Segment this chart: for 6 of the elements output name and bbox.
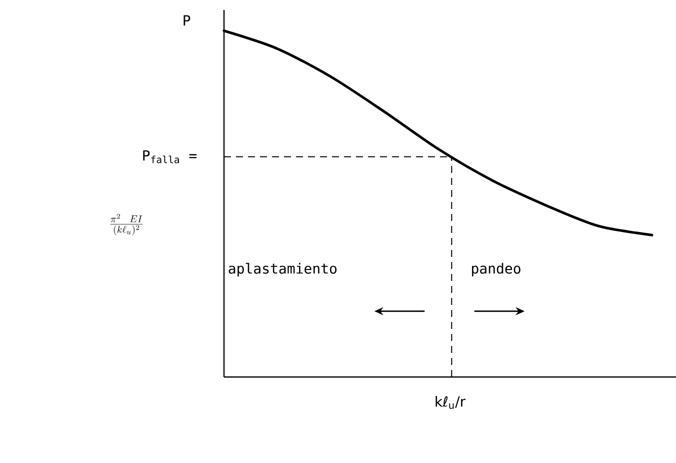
text: $\frac{\pi^{2}\ EI}{(k\ell_{u})^{2}}$: [110, 214, 143, 236]
x-axis-title: kℓ$_{u}$/r: [436, 396, 466, 409]
text: P: [184, 15, 190, 26]
annotation: aplastamiento: [228, 262, 337, 276]
annotation: pandeo: [472, 262, 520, 276]
ref-line-label: P$_{falla}$ =: [143, 150, 197, 164]
